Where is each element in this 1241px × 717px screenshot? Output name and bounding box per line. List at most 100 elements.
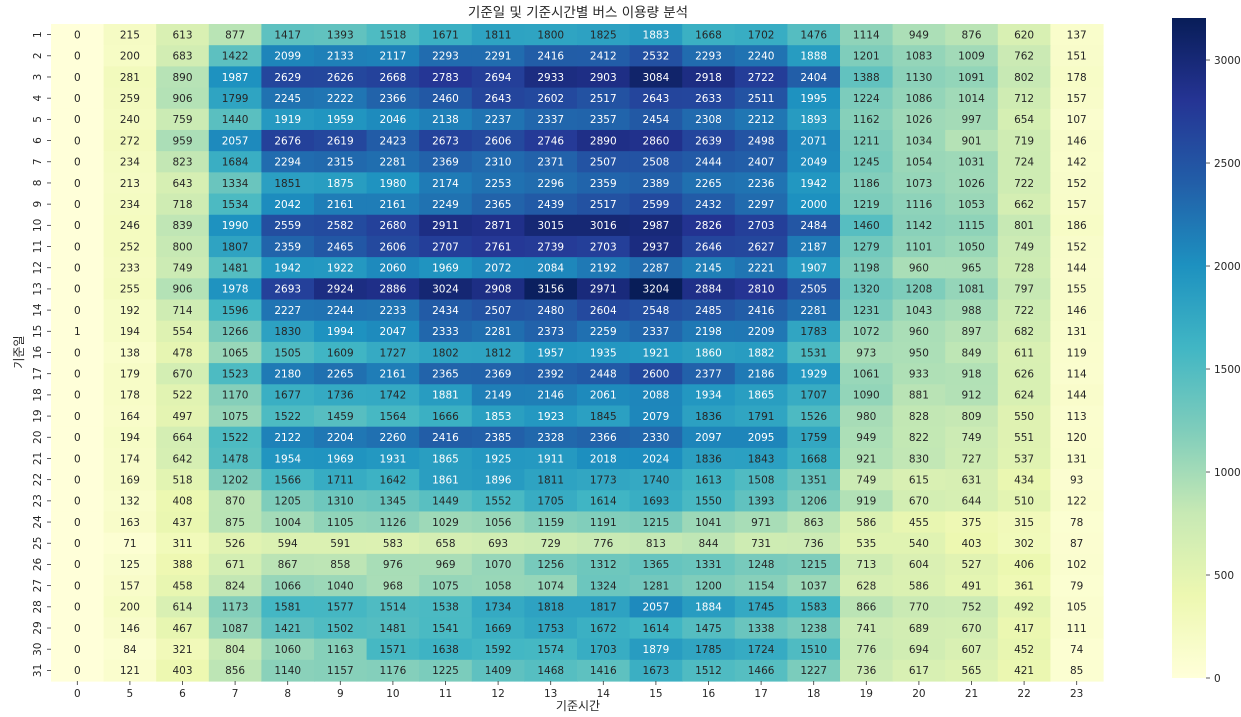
cell-value-label: 1613 [695, 474, 722, 486]
heatmap-cell [577, 129, 631, 152]
heatmap-cell [682, 257, 736, 279]
heatmap-cell [945, 532, 999, 555]
cell-value-label: 664 [172, 432, 192, 444]
heatmap-cell [261, 469, 315, 491]
cell-value-label: 713 [856, 559, 876, 571]
cell-value-label: 1416 [590, 665, 617, 677]
cell-value-label: 2448 [590, 368, 617, 380]
heatmap-cell [997, 193, 1051, 216]
cell-value-label: 1669 [485, 623, 512, 635]
heatmap-cell [51, 45, 105, 67]
cell-value-label: 1957 [537, 347, 564, 359]
cell-value-label: 2416 [748, 305, 775, 317]
heatmap-cell [471, 553, 525, 576]
heatmap-cell [471, 129, 525, 152]
heatmap-cell [156, 193, 210, 216]
cell-value-label: 1279 [853, 241, 880, 253]
heatmap-cell [840, 129, 894, 152]
cell-value-label: 2072 [485, 263, 512, 275]
heatmap-cell [1050, 447, 1104, 470]
heatmap-cell [208, 532, 262, 555]
heatmap-cell [629, 193, 683, 216]
cell-value-label: 0 [74, 51, 81, 63]
cell-value-label: 2244 [327, 305, 354, 317]
heatmap-cell [1050, 278, 1104, 301]
cell-value-label: 1338 [748, 623, 775, 635]
heatmap-cell [366, 151, 420, 173]
heatmap-cell [156, 108, 210, 131]
y-tick-label: 12 [32, 261, 44, 274]
heatmap-cell [1050, 299, 1104, 322]
y-axis-label: 기준일 [12, 335, 26, 368]
heatmap-cell [997, 320, 1051, 343]
heatmap-cell [1050, 320, 1104, 343]
heatmap-cell [524, 341, 578, 364]
heatmap-cell [103, 532, 157, 555]
cell-value-label: 2117 [380, 51, 407, 63]
heatmap-cell [682, 87, 736, 110]
cell-value-label: 2221 [748, 263, 775, 275]
heatmap-cell [577, 617, 631, 640]
cell-value-label: 2060 [380, 263, 407, 275]
cell-value-label: 2646 [695, 241, 722, 253]
heatmap-cell [892, 363, 946, 385]
cell-value-label: 1980 [380, 178, 407, 190]
heatmap-cell [840, 363, 894, 385]
cell-value-label: 729 [541, 538, 561, 550]
heatmap-cell [314, 172, 368, 195]
cell-value-label: 1668 [800, 453, 827, 465]
cell-value-label: 741 [856, 623, 876, 635]
heatmap-cell [156, 659, 210, 682]
heatmap-cell [261, 638, 315, 661]
cell-value-label: 759 [172, 114, 192, 126]
heatmap-cell [840, 532, 894, 555]
cell-value-label: 213 [120, 178, 140, 190]
heatmap-cell [892, 151, 946, 173]
cell-value-label: 1817 [590, 602, 617, 614]
cell-value-label: 527 [961, 559, 981, 571]
cell-value-label: 2911 [432, 220, 459, 232]
heatmap-cell [261, 553, 315, 576]
heatmap-cell [366, 66, 420, 89]
heatmap-cell [524, 384, 578, 407]
cell-value-label: 163 [120, 517, 140, 529]
heatmap-cell [787, 363, 841, 385]
cell-value-label: 2639 [695, 135, 722, 147]
cell-value-label: 1061 [853, 368, 880, 380]
heatmap-cell [366, 532, 420, 555]
heatmap-cell [314, 87, 368, 110]
heatmap-cell [892, 45, 946, 67]
heatmap-cell [524, 235, 578, 258]
heatmap-cell [366, 384, 420, 407]
heatmap-cell [787, 320, 841, 343]
cell-value-label: 3015 [537, 220, 564, 232]
heatmap-cell [577, 638, 631, 661]
cell-value-label: 1671 [432, 29, 459, 41]
cell-value-label: 0 [74, 665, 81, 677]
heatmap-cell [892, 405, 946, 428]
cell-value-label: 1114 [853, 29, 880, 41]
cell-value-label: 2042 [274, 199, 301, 211]
heatmap-cell [208, 659, 262, 682]
heatmap-cell [682, 45, 736, 67]
heatmap-cell [892, 617, 946, 640]
cell-value-label: 2145 [695, 263, 722, 275]
heatmap-cell [629, 257, 683, 279]
cell-value-label: 120 [1067, 432, 1087, 444]
heatmap-cell [366, 426, 420, 449]
cell-value-label: 119 [1067, 347, 1087, 359]
cell-value-label: 797 [1014, 284, 1034, 296]
cell-value-label: 1860 [695, 347, 722, 359]
cell-value-label: 722 [1014, 178, 1034, 190]
cell-value-label: 881 [909, 390, 929, 402]
heatmap-cell [103, 193, 157, 216]
cell-value-label: 2133 [327, 51, 354, 63]
cell-value-label: 434 [1014, 474, 1034, 486]
cell-value-label: 1596 [222, 305, 249, 317]
heatmap-cell [787, 299, 841, 322]
heatmap-cell [419, 299, 473, 322]
cell-value-label: 3016 [590, 220, 617, 232]
y-tick-label: 7 [32, 158, 44, 165]
cell-value-label: 1707 [800, 390, 827, 402]
heatmap-cell [997, 659, 1051, 682]
